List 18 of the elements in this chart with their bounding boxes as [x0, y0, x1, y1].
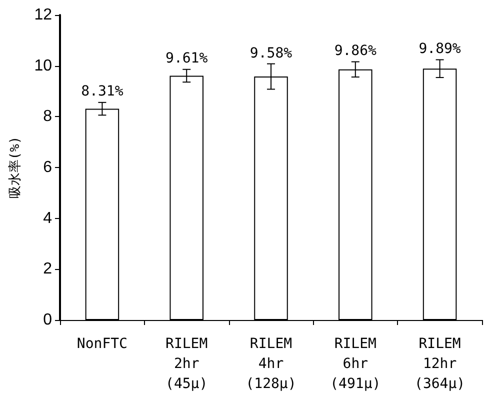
y-tick-label: 6	[43, 159, 52, 176]
x-tick-label: RILEM 2hr (45μ)	[166, 336, 208, 392]
y-tick-label: 0	[43, 312, 52, 328]
data-label: 8.31%	[81, 84, 124, 100]
y-axis-title: 吸水率(%)	[7, 136, 23, 199]
x-tick-label: NonFTC	[76, 336, 128, 352]
data-label: 9.61%	[166, 50, 208, 67]
x-tick-label: RILEM 6hr (491μ)	[330, 336, 381, 392]
x-tick-label: RILEM 12hr (364μ)	[414, 336, 466, 392]
y-tick-label: 4	[43, 210, 52, 227]
y-tick-label: 12	[34, 6, 52, 24]
y-tick-label: 2	[43, 260, 52, 278]
data-label: 9.86%	[334, 43, 378, 60]
y-tick-label: 10	[34, 57, 52, 74]
y-tick-label: 8	[43, 108, 52, 126]
data-label: 9.89%	[418, 41, 462, 58]
data-label: 9.58%	[250, 45, 293, 62]
x-tick-label: RILEM 4hr (128μ)	[246, 336, 296, 392]
